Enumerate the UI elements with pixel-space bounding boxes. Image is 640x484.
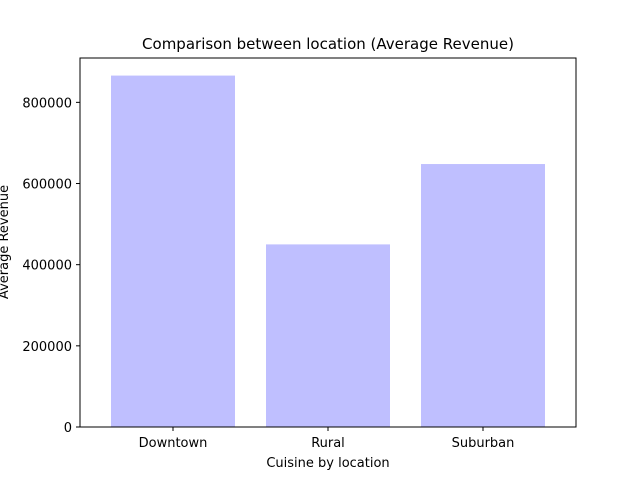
bar-downtown xyxy=(111,75,235,428)
bar-suburban xyxy=(421,164,545,427)
plot-area-frame xyxy=(79,57,577,428)
y-tick-label: 200000 xyxy=(22,340,72,355)
y-tick-label: 0 xyxy=(64,421,72,436)
y-tick-label: 600000 xyxy=(22,178,72,193)
x-axis-label: Cuisine by location xyxy=(266,456,389,471)
x-tick-label: Rural xyxy=(311,436,345,451)
y-tick-label: 400000 xyxy=(22,259,72,274)
x-axis-ticks: Downtown Rural Suburban xyxy=(139,427,515,451)
y-tick-label: 800000 xyxy=(22,96,72,111)
bars-group xyxy=(111,75,545,428)
x-tick-label: Downtown xyxy=(139,436,208,451)
y-axis-label: Average Revenue xyxy=(0,185,12,299)
x-tick-label: Suburban xyxy=(452,436,515,451)
bar-rural xyxy=(266,244,390,427)
y-axis-ticks: 0 200000 400000 600000 800000 xyxy=(22,96,80,436)
chart-title: Comparison between location (Average Rev… xyxy=(142,35,514,53)
